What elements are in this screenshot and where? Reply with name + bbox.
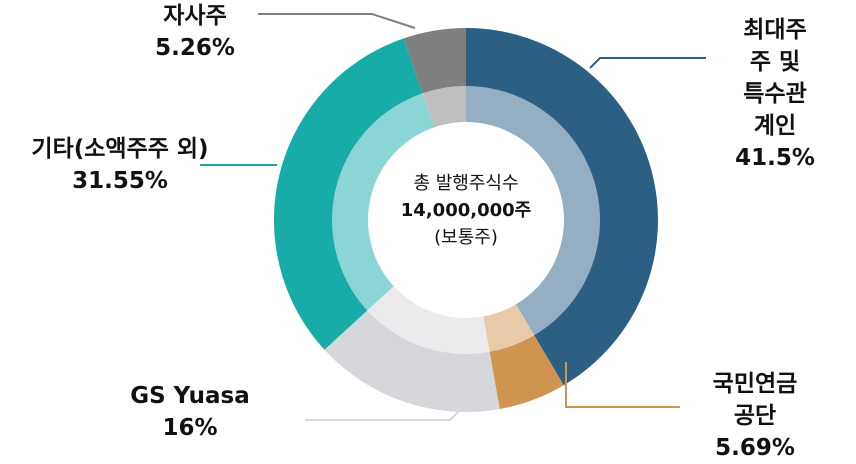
value-label: 16%: [162, 415, 218, 441]
slice-label: 국민연금공단 5.69%: [705, 368, 806, 464]
category-label: 자사주: [163, 3, 227, 29]
leader-line: [305, 399, 471, 421]
category-label: 최대주주 및 특수관계인: [743, 17, 807, 139]
leader-lines: [200, 13, 706, 421]
page: {"chart_data": {"type": "donut", "catego…: [31, 0, 816, 461]
slice-label: 최대주주 및 특수관계인 41.5%: [735, 14, 816, 174]
leader-line: [258, 13, 416, 29]
category-label: GS Yuasa: [130, 383, 250, 409]
value-label: 5.69%: [715, 435, 795, 461]
category-label: 국민연금공단: [712, 371, 798, 429]
center-text: 총 발행주식수: [413, 173, 518, 194]
value-label: 5.26%: [155, 35, 235, 61]
center-text: 14,000,000주: [401, 200, 531, 221]
slice-label: 자사주 5.26%: [155, 0, 235, 64]
leader-line: [565, 362, 680, 408]
category-label: 기타(소액주주 외): [31, 136, 209, 162]
center-hole: [368, 122, 564, 318]
chart: 총 발행주식수 14,000,000주 (보통주): [200, 13, 706, 421]
leader-line: [589, 57, 706, 69]
slice-label: GS Yuasa 16%: [130, 380, 250, 444]
center-text: (보통주): [434, 227, 498, 248]
value-label: 31.55%: [72, 168, 168, 194]
slice-label: 기타(소액주주 외) 31.55%: [31, 133, 208, 197]
value-label: 41.5%: [735, 145, 815, 171]
